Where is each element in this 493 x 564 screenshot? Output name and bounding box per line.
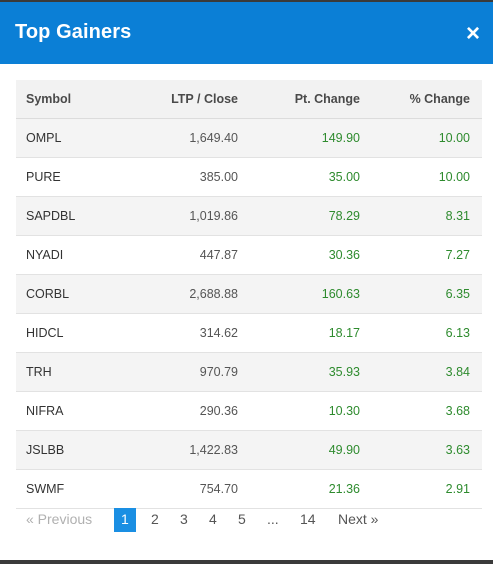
cell-pt-change: 35.00: [250, 157, 372, 197]
cell-symbol: NYADI: [16, 235, 128, 275]
column-header-ltp[interactable]: LTP / Close: [128, 80, 250, 119]
page-4-button[interactable]: 4: [209, 511, 217, 527]
cell-pt-change: 21.36: [250, 469, 372, 509]
page-2-button[interactable]: 2: [151, 511, 159, 527]
cell-symbol: PURE: [16, 157, 128, 197]
cell-ltp: 290.36: [128, 391, 250, 431]
cell-symbol: HIDCL: [16, 313, 128, 353]
cell-pt-change: 10.30: [250, 391, 372, 431]
table-row[interactable]: TRH 970.79 35.93 3.84: [16, 352, 482, 392]
previous-page-button[interactable]: « Previous: [26, 511, 93, 527]
column-header-pt-change[interactable]: Pt. Change: [250, 80, 372, 119]
pagination-ellipsis: ...: [267, 511, 279, 527]
column-header-pct-change[interactable]: % Change: [372, 80, 482, 119]
table-row[interactable]: JSLBB 1,422.83 49.90 3.63: [16, 430, 482, 470]
cell-ltp: 2,688.88: [128, 274, 250, 314]
cell-ltp: 314.62: [128, 313, 250, 353]
cell-ltp: 1,019.86: [128, 196, 250, 236]
cell-ltp: 970.79: [128, 352, 250, 392]
cell-pt-change: 18.17: [250, 313, 372, 353]
gainers-table-container: Symbol LTP / Close Pt. Change % Change O…: [16, 80, 482, 509]
cell-symbol: OMPL: [16, 118, 128, 158]
cell-pct-change: 2.91: [372, 469, 482, 509]
page-5-button[interactable]: 5: [238, 511, 246, 527]
cell-pct-change: 10.00: [372, 118, 482, 158]
cell-pt-change: 160.63: [250, 274, 372, 314]
cell-pt-change: 78.29: [250, 196, 372, 236]
gainers-table: Symbol LTP / Close Pt. Change % Change O…: [16, 80, 482, 509]
close-icon[interactable]: ×: [465, 20, 480, 47]
cell-pct-change: 3.63: [372, 430, 482, 470]
page-14-button[interactable]: 14: [300, 511, 316, 527]
page-3-button[interactable]: 3: [180, 511, 188, 527]
cell-ltp: 447.87: [128, 235, 250, 275]
table-header-row: Symbol LTP / Close Pt. Change % Change: [16, 80, 482, 119]
cell-pt-change: 149.90: [250, 118, 372, 158]
table-row[interactable]: SWMF 754.70 21.36 2.91: [16, 469, 482, 509]
cell-ltp: 385.00: [128, 157, 250, 197]
table-row[interactable]: HIDCL 314.62 18.17 6.13: [16, 313, 482, 353]
table-row[interactable]: PURE 385.00 35.00 10.00: [16, 157, 482, 197]
pagination: « Previous 1 2 3 4 5 ... 14 Next »: [16, 508, 482, 532]
cell-symbol: SWMF: [16, 469, 128, 509]
cell-symbol: JSLBB: [16, 430, 128, 470]
cell-pt-change: 35.93: [250, 352, 372, 392]
cell-pt-change: 30.36: [250, 235, 372, 275]
table-row[interactable]: OMPL 1,649.40 149.90 10.00: [16, 118, 482, 158]
cell-pct-change: 3.84: [372, 352, 482, 392]
page-1-button[interactable]: 1: [114, 508, 136, 532]
modal-header: Top Gainers ×: [0, 0, 493, 64]
table-row[interactable]: NYADI 447.87 30.36 7.27: [16, 235, 482, 275]
cell-ltp: 1,649.40: [128, 118, 250, 158]
cell-pct-change: 6.35: [372, 274, 482, 314]
table-row[interactable]: NIFRA 290.36 10.30 3.68: [16, 391, 482, 431]
cell-symbol: NIFRA: [16, 391, 128, 431]
cell-ltp: 754.70: [128, 469, 250, 509]
cell-ltp: 1,422.83: [128, 430, 250, 470]
table-row[interactable]: CORBL 2,688.88 160.63 6.35: [16, 274, 482, 314]
table-row[interactable]: SAPDBL 1,019.86 78.29 8.31: [16, 196, 482, 236]
cell-pct-change: 8.31: [372, 196, 482, 236]
cell-symbol: CORBL: [16, 274, 128, 314]
cell-pct-change: 3.68: [372, 391, 482, 431]
cell-symbol: SAPDBL: [16, 196, 128, 236]
cell-pct-change: 6.13: [372, 313, 482, 353]
cell-pct-change: 10.00: [372, 157, 482, 197]
next-page-button[interactable]: Next »: [338, 511, 379, 527]
cell-symbol: TRH: [16, 352, 128, 392]
modal-title: Top Gainers: [15, 21, 132, 43]
column-header-symbol[interactable]: Symbol: [16, 80, 128, 119]
cell-pt-change: 49.90: [250, 430, 372, 470]
cell-pct-change: 7.27: [372, 235, 482, 275]
